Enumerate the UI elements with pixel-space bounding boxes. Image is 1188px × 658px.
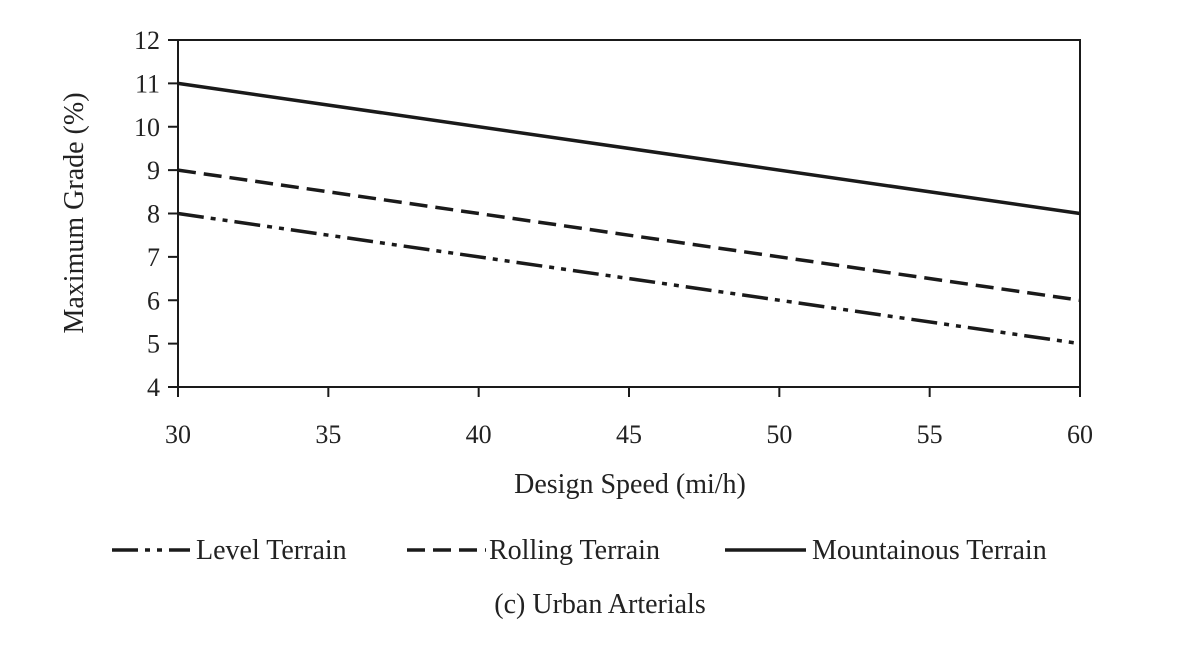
- x-axis-title: Design Speed (mi/h): [514, 469, 746, 500]
- series-line-mountainous-terrain: [177, 81, 1081, 216]
- series-line-level-terrain: [177, 211, 1081, 346]
- series-line-rolling-terrain: [177, 168, 1081, 302]
- x-tick-label: 45: [616, 420, 642, 449]
- plot-area-border: [177, 39, 1081, 388]
- y-tick-label: 9: [147, 156, 160, 185]
- y-axis-title: Maximum Grade (%): [59, 92, 90, 333]
- x-axis-ticks: 30 35 40 45 50 55 60: [165, 387, 1093, 449]
- chart-caption: (c) Urban Arterials: [494, 589, 705, 620]
- series-lines: [177, 81, 1081, 346]
- legend-label: Level Terrain: [196, 535, 347, 566]
- y-tick-label: 8: [147, 200, 160, 229]
- y-tick-label: 12: [134, 26, 160, 55]
- x-tick-label: 40: [466, 420, 492, 449]
- y-tick-label: 6: [147, 286, 160, 315]
- plot-frame: [177, 39, 1081, 388]
- legend-label: Rolling Terrain: [489, 535, 660, 566]
- y-tick-label: 7: [147, 243, 160, 272]
- y-tick-label: 10: [134, 113, 160, 142]
- x-tick-label: 60: [1067, 420, 1093, 449]
- legend-label: Mountainous Terrain: [812, 535, 1047, 566]
- x-tick-label: 55: [917, 420, 943, 449]
- y-axis-ticks: 4 5 6 7 8 9 10 11 12: [134, 26, 178, 402]
- x-tick-label: 30: [165, 420, 191, 449]
- y-tick-label: 4: [147, 373, 160, 402]
- legend: Level Terrain Rolling Terrain Mountainous …: [112, 535, 1047, 566]
- y-tick-label: 11: [135, 69, 160, 98]
- y-tick-label: 5: [147, 330, 160, 359]
- x-tick-label: 35: [315, 420, 341, 449]
- x-tick-label: 50: [766, 420, 792, 449]
